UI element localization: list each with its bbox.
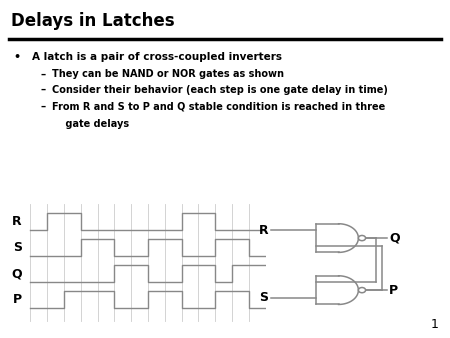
Text: R: R (259, 224, 268, 237)
Text: R: R (12, 215, 22, 228)
Text: Consider their behavior (each step is one gate delay in time): Consider their behavior (each step is on… (52, 85, 387, 95)
Text: S: S (259, 291, 268, 305)
Text: Q: Q (389, 232, 400, 245)
Text: –: – (40, 85, 45, 95)
Text: P: P (13, 293, 22, 306)
Text: –: – (40, 69, 45, 79)
Text: A latch is a pair of cross-coupled inverters: A latch is a pair of cross-coupled inver… (32, 52, 282, 63)
Text: 1: 1 (431, 318, 439, 331)
Text: P: P (389, 284, 398, 297)
Text: S: S (13, 241, 22, 254)
Text: They can be NAND or NOR gates as shown: They can be NAND or NOR gates as shown (52, 69, 284, 79)
Text: gate delays: gate delays (52, 119, 129, 129)
Text: Delays in Latches: Delays in Latches (11, 12, 175, 30)
Text: –: – (40, 101, 45, 112)
Circle shape (358, 236, 365, 241)
Text: Q: Q (11, 267, 22, 280)
Circle shape (358, 288, 365, 293)
Text: From R and S to P and Q stable condition is reached in three: From R and S to P and Q stable condition… (52, 101, 385, 112)
Text: •: • (14, 52, 21, 63)
